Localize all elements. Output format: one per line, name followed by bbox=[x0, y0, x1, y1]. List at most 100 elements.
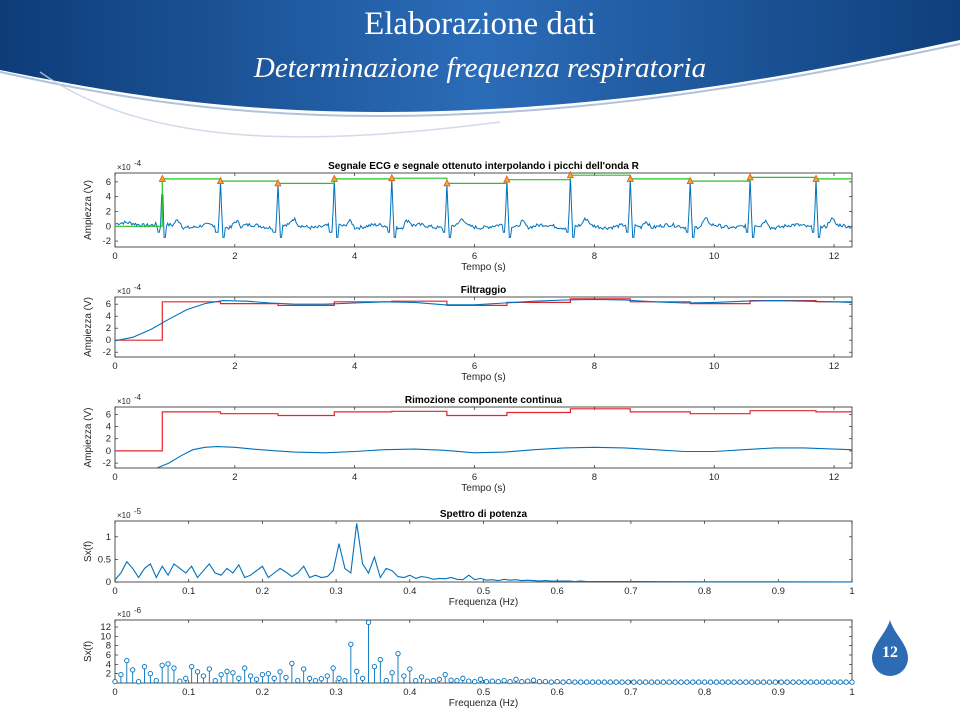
stem-marker bbox=[218, 671, 224, 678]
x-tick-label: 0.2 bbox=[256, 687, 269, 698]
stem-marker bbox=[377, 657, 383, 663]
stem-marker bbox=[796, 679, 802, 685]
x-tick-label: 8 bbox=[592, 361, 597, 372]
y-tick-label: 6 bbox=[106, 409, 111, 420]
stem-marker bbox=[513, 676, 519, 682]
stem-marker bbox=[642, 679, 649, 685]
x-tick-label: 0.7 bbox=[624, 586, 637, 597]
x-tick-label: 0 bbox=[112, 361, 117, 372]
stem-marker bbox=[743, 679, 749, 685]
axis-multiplier-exponent: -4 bbox=[134, 283, 142, 292]
x-tick-label: 1 bbox=[849, 687, 854, 698]
stem-marker bbox=[436, 676, 442, 682]
stem-marker bbox=[737, 679, 743, 685]
y-tick-label: 6 bbox=[106, 177, 111, 188]
stem-marker bbox=[578, 679, 584, 685]
stem-marker bbox=[383, 678, 389, 684]
stem-marker bbox=[413, 678, 419, 684]
plot-area-2 bbox=[114, 406, 853, 469]
x-tick-label: 0.3 bbox=[329, 586, 342, 597]
stem-marker bbox=[731, 679, 737, 685]
y-tick-label: 0 bbox=[106, 221, 111, 232]
stem-marker bbox=[365, 619, 372, 625]
page-badge-icon bbox=[872, 620, 908, 676]
stem-marker bbox=[849, 679, 855, 685]
r-peak-marker bbox=[746, 173, 754, 181]
x-tick-label: 0 bbox=[112, 472, 117, 483]
x-tick-label: 2 bbox=[232, 361, 237, 372]
x-axis-label: Tempo (s) bbox=[461, 262, 505, 273]
slide-title: Elaborazione dati bbox=[364, 6, 596, 42]
chart-title: Spettro di potenza bbox=[440, 509, 528, 520]
y-tick-label: 0 bbox=[106, 577, 111, 588]
stem-marker bbox=[188, 664, 195, 670]
series-line-2-1 bbox=[156, 446, 853, 469]
stem-marker bbox=[631, 679, 637, 685]
title-banner bbox=[0, 0, 960, 138]
stem-marker bbox=[477, 676, 484, 682]
x-axis-label: Frequenza (Hz) bbox=[449, 698, 518, 709]
stem-marker bbox=[354, 668, 360, 674]
stem-marker bbox=[130, 667, 136, 673]
stem-marker bbox=[566, 678, 572, 685]
stem-marker bbox=[784, 679, 790, 685]
x-tick-label: 6 bbox=[472, 472, 477, 483]
r-peak-marker bbox=[443, 178, 451, 187]
y-tick-label: 10 bbox=[100, 631, 111, 642]
stem-marker bbox=[613, 679, 619, 685]
axis-multiplier-base: ×10 bbox=[117, 287, 131, 296]
x-tick-label: 0.4 bbox=[403, 687, 416, 698]
stem-marker bbox=[271, 675, 277, 681]
y-tick-label: 8 bbox=[106, 641, 111, 652]
stem-marker bbox=[489, 678, 495, 684]
stem-marker bbox=[772, 679, 779, 685]
stem-marker bbox=[560, 679, 566, 685]
x-tick-label: 0.9 bbox=[772, 586, 785, 597]
stem-marker bbox=[766, 679, 773, 685]
stem-marker bbox=[648, 679, 655, 685]
x-tick-label: 12 bbox=[829, 361, 840, 372]
y-tick-label: 2 bbox=[106, 669, 111, 680]
stem-marker bbox=[530, 677, 537, 683]
stem-marker bbox=[395, 650, 401, 657]
y-tick-label: 4 bbox=[106, 192, 111, 203]
stem-marker bbox=[472, 678, 478, 685]
axis-multiplier-exponent: -5 bbox=[134, 507, 142, 516]
r-peak-marker bbox=[388, 173, 396, 182]
y-tick-label: -2 bbox=[103, 236, 111, 247]
series-step-0-1 bbox=[115, 174, 852, 227]
stem-marker bbox=[666, 679, 672, 685]
y-tick-label: 4 bbox=[106, 659, 111, 670]
x-tick-label: 10 bbox=[709, 251, 720, 262]
stem-marker bbox=[825, 679, 832, 685]
stem-marker bbox=[224, 668, 230, 674]
chart-title: Filtraggio bbox=[461, 285, 507, 296]
stem-marker bbox=[460, 675, 466, 681]
r-peak-marker bbox=[626, 174, 634, 182]
stem-marker bbox=[194, 669, 201, 675]
stem-marker bbox=[843, 679, 849, 685]
axis-multiplier-exponent: -4 bbox=[134, 393, 142, 402]
stem-marker bbox=[342, 678, 348, 684]
x-tick-label: 1 bbox=[849, 586, 854, 597]
x-tick-label: 12 bbox=[829, 251, 840, 262]
x-tick-label: 0.8 bbox=[698, 687, 711, 698]
stem-marker bbox=[430, 678, 437, 684]
x-tick-label: 0.1 bbox=[182, 687, 195, 698]
stem-marker bbox=[719, 679, 725, 685]
stem-marker bbox=[324, 673, 330, 679]
ecg-signal-line bbox=[114, 175, 853, 238]
stem-marker bbox=[808, 679, 814, 685]
stem-marker bbox=[595, 679, 602, 685]
x-axis-label: Tempo (s) bbox=[461, 372, 505, 383]
stem-marker bbox=[265, 671, 271, 677]
stem-marker bbox=[318, 676, 325, 682]
y-tick-label: 2 bbox=[106, 434, 111, 445]
stem-marker bbox=[112, 678, 118, 685]
stem-marker bbox=[690, 679, 696, 685]
y-tick-label: 4 bbox=[106, 422, 111, 433]
chart-title: Segnale ECG e segnale ottenuto interpola… bbox=[328, 161, 640, 172]
stem-marker bbox=[619, 679, 625, 685]
stem-marker bbox=[330, 665, 336, 671]
stem-marker bbox=[183, 675, 189, 681]
